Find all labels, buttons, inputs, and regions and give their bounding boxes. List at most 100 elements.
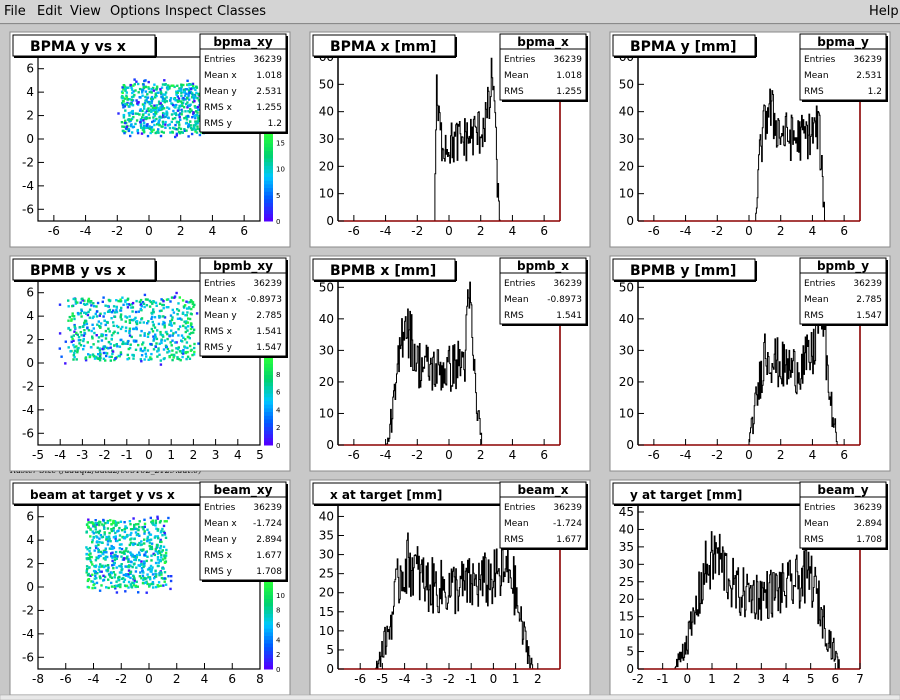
bin-point [192,111,195,114]
bin-point [86,341,89,344]
bin-point [170,353,173,357]
bin-point [79,301,82,304]
stats-row-label: Entries [204,279,236,289]
bin-point [126,358,129,361]
bin-point [114,357,117,360]
plot-pad-bpma_y[interactable]: -6-4-202460102030405060BPMA y [mm]bpma_y… [609,31,891,248]
bin-point [109,359,112,362]
stats-row-value: -0.8973 [547,295,582,305]
bin-point [120,121,124,124]
palette-step [264,580,273,585]
menu-help[interactable]: Help [869,4,899,19]
bin-point [145,559,148,563]
bin-point [150,317,153,320]
bin-point [164,554,168,557]
plot-pad-bpma_x[interactable]: -6-4-202460102030405060BPMA x [mm]bpma_x… [309,31,591,248]
bin-point [127,569,131,572]
menu-edit[interactable]: Edit [37,4,63,19]
y-tick-label: 2 [26,557,34,571]
bin-point [185,92,188,95]
bin-point [143,102,147,105]
y-tick-label: 6 [26,510,34,524]
bin-point [162,545,166,548]
bin-point [151,573,155,576]
y-tick-label: 25 [319,567,334,581]
palette-step [264,400,273,405]
bin-point [101,535,105,539]
bin-point [67,326,70,330]
bin-point [157,322,161,326]
bin-point [110,581,113,585]
bin-point [161,120,165,123]
bin-point [87,525,90,529]
bin-point [137,591,140,594]
palette-step [264,661,273,666]
bin-point [104,555,108,558]
bin-point [154,333,157,336]
x-tick-label: -6 [348,224,360,238]
x-tick-label: 6 [240,224,248,238]
bin-point [148,299,152,303]
bin-point [110,355,113,358]
bin-point [142,126,146,129]
bin-point [114,524,117,527]
bin-point [103,345,107,348]
bin-point [195,113,199,117]
bin-point [179,359,182,362]
bottom-scroll-strip[interactable] [0,694,900,700]
bin-point [91,573,94,576]
menu-file[interactable]: File [4,4,26,19]
bin-point [163,357,166,360]
bin-point [143,293,147,297]
bin-point [158,123,161,127]
menu-inspect[interactable]: Inspect [165,4,213,19]
bin-point [114,531,117,535]
bin-point [119,327,123,331]
bin-point [159,115,162,118]
stats-row-value: 1.255 [556,87,582,97]
bin-point [194,116,197,120]
stats-row-value: 2.531 [856,71,882,81]
bin-point [172,109,175,113]
menu-classes[interactable]: Classes [217,4,266,19]
bin-point [124,329,128,333]
bin-point [195,85,198,89]
bin-point [179,127,183,131]
bin-point [113,561,116,565]
bin-point [150,559,153,562]
bin-point [162,93,165,96]
bin-point [99,554,102,557]
bin-point [131,104,135,107]
bin-point [132,90,135,93]
bin-point [150,343,153,346]
bin-point [131,565,134,569]
bin-point [164,126,167,129]
bin-point [138,113,141,116]
bin-point [97,340,100,343]
bin-point [181,350,185,353]
menu-view[interactable]: View [70,4,101,19]
bin-point [93,565,96,568]
palette-step [264,628,273,633]
bin-point [168,355,171,359]
bin-point [92,532,95,535]
plots-svg: Raster Size (/adaql2/data2/e05102_2129.d… [0,31,900,700]
root-canvas[interactable]: Raster Size (/adaql2/data2/e05102_2129.d… [0,25,900,700]
bin-point [150,128,153,131]
bin-point [188,91,191,94]
bin-point [90,580,93,583]
y-tick-label: 30 [619,343,634,357]
y-tick-label: 4 [26,85,34,99]
bin-point [171,334,174,337]
bin-point [139,543,142,547]
palette-step [264,165,273,170]
menu-options[interactable]: Options [110,4,161,19]
